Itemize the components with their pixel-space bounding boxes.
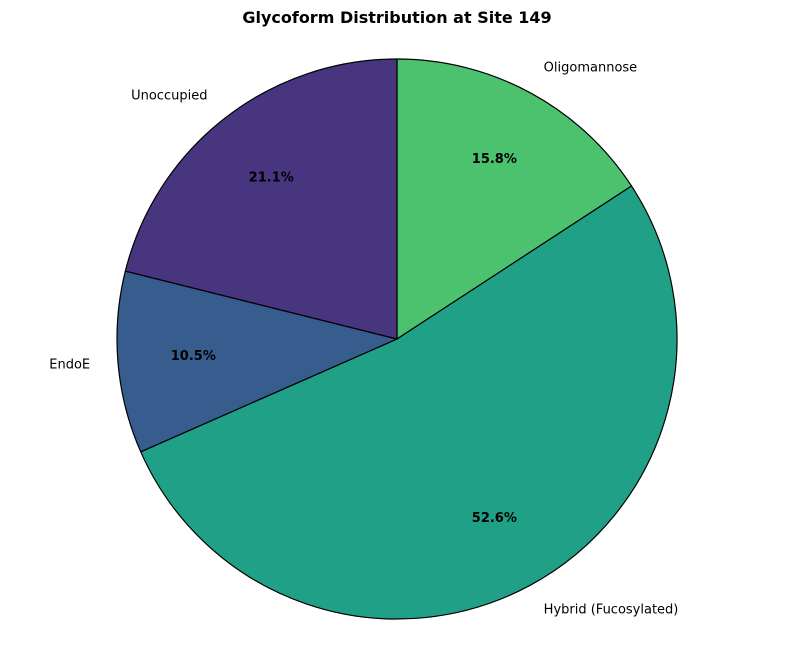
chart-title: Glycoform Distribution at Site 149 (242, 8, 552, 27)
slice-label-oligomannose: Oligomannose (544, 61, 638, 76)
pct-label-endoe: 10.5% (171, 349, 216, 364)
pie-slice-endoe (116, 270, 398, 453)
slice-label-unoccupied: Unoccupied (131, 89, 207, 104)
pie-slice-unoccupied (124, 58, 398, 340)
pie-slice-oligomannose (396, 58, 633, 340)
slice-label-hybrid-fucosylated: Hybrid (Fucosylated) (544, 602, 679, 617)
pie-slice-hybrid-fucosylated (140, 185, 678, 620)
slice-label-endoe: EndoE (49, 358, 90, 373)
pct-label-hybrid-fucosylated: 52.6% (472, 511, 517, 526)
pct-label-oligomannose: 15.8% (472, 152, 517, 167)
pct-label-unoccupied: 21.1% (249, 170, 294, 185)
